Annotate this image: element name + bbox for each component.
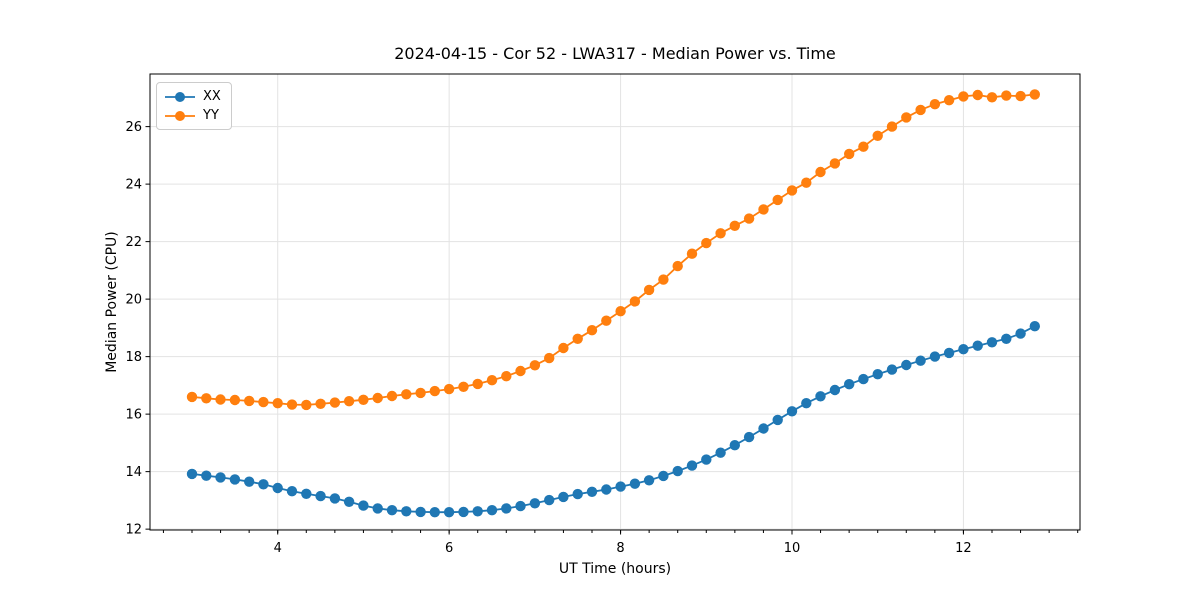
svg-text:12: 12 (955, 541, 972, 556)
legend-label-xx: XX (203, 89, 221, 104)
legend-entry-yy: YY (164, 106, 221, 125)
svg-text:24: 24 (125, 178, 142, 193)
svg-text:26: 26 (125, 120, 142, 135)
legend-entry-xx: XX (164, 87, 221, 106)
svg-text:22: 22 (125, 235, 142, 250)
svg-text:12: 12 (125, 523, 142, 538)
svg-text:20: 20 (125, 293, 142, 308)
legend-label-yy: YY (203, 108, 219, 123)
svg-text:10: 10 (784, 541, 801, 556)
svg-text:8: 8 (616, 541, 624, 556)
svg-text:18: 18 (125, 350, 142, 365)
yy-series-swatch-icon (165, 110, 195, 121)
svg-text:4: 4 (274, 541, 282, 556)
chart-title: 2024-04-15 - Cor 52 - LWA317 - Median Po… (394, 44, 836, 63)
svg-text:16: 16 (125, 408, 142, 423)
svg-text:6: 6 (445, 541, 453, 556)
x-axis-label: UT Time (hours) (558, 561, 672, 577)
xx-series-swatch-icon (165, 91, 195, 102)
legend: XX YY (156, 82, 232, 130)
svg-text:14: 14 (125, 465, 142, 480)
